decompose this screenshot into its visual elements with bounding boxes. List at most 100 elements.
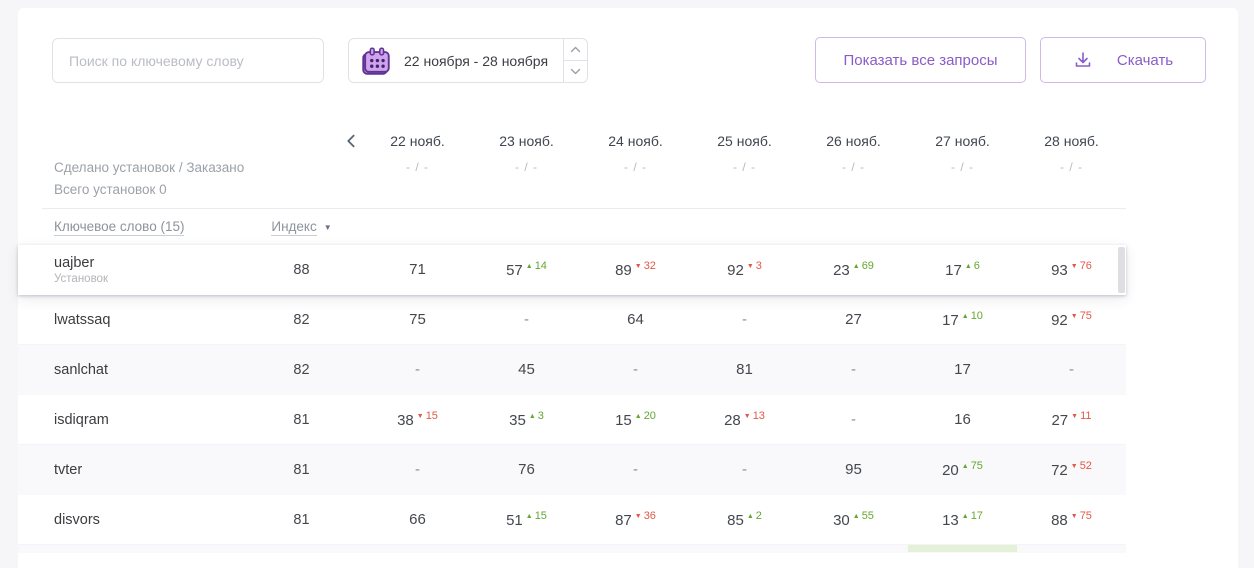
keyword-cell: disvors (18, 512, 240, 528)
index-value: 81 (293, 461, 310, 478)
partial-cell (18, 545, 240, 552)
arrow-down-icon: ▼ (1070, 263, 1078, 270)
value-cell: - (524, 311, 529, 328)
keyword-column-header[interactable]: Ключевое слово (15) (54, 219, 185, 236)
arrow-down-icon: ▼ (746, 263, 754, 270)
value-cell: 57 ▲ 14 (506, 260, 547, 279)
installs-ordered-value-0: - / - (406, 160, 429, 174)
sort-descending-icon: ▼ (323, 223, 332, 232)
date-header-6: 28 нояб. (1044, 133, 1099, 149)
installs-ordered-value-2: - / - (624, 160, 647, 174)
delta-down: ▼ 11 (1071, 410, 1092, 422)
value-cell: 92 ▼ 75 (1051, 310, 1092, 329)
value-cell: 17 ▲ 10 (942, 310, 983, 329)
partial-cell (472, 545, 581, 552)
table-row[interactable]: disvors 81 66 51 ▲ 15 87 ▼ 36 85 ▲ 2 30 ▲ 55 13 ▲ 17 88 ▼ 75 (18, 495, 1126, 545)
value-cell: - (633, 461, 638, 478)
header-divider (42, 208, 1126, 209)
keyword-name: sanlchat (54, 361, 109, 378)
date-header-5: 27 нояб. (935, 133, 990, 149)
value-cell: 64 (627, 311, 644, 328)
arrow-down-icon: ▼ (634, 513, 642, 520)
value-cell: 30 ▲ 55 (833, 510, 874, 529)
arrow-down-icon: ▼ (416, 413, 424, 420)
index-column-header[interactable]: Индекс (271, 219, 317, 236)
value-cell: 17 ▲ 6 (945, 260, 980, 279)
table-row[interactable]: uajber Установок 88 71 57 ▲ 14 89 ▼ 32 92 ▼ 3 23 ▲ 69 17… (18, 245, 1126, 295)
arrow-up-icon: ▲ (961, 513, 969, 520)
scrollbar-thumb[interactable] (1118, 247, 1125, 293)
date-header-4: 26 нояб. (826, 133, 881, 149)
value-cell: - (742, 311, 747, 328)
value-cell: 95 (845, 461, 862, 478)
date-header-0: 22 нояб. (390, 133, 445, 149)
keyword-subtitle: Установок (54, 272, 108, 285)
column-headers-row: Ключевое слово (15) Индекс ▼ (18, 209, 1126, 245)
partial-cell (581, 545, 690, 552)
index-value: 82 (293, 311, 310, 328)
date-header-3: 25 нояб. (717, 133, 772, 149)
show-all-queries-button[interactable]: Показать все запросы (815, 37, 1026, 83)
total-installs-label: Всего установок 0 (54, 181, 167, 197)
keyword-name: uajber (54, 254, 95, 271)
index-value: 81 (293, 511, 310, 528)
delta-down: ▼ 13 (743, 410, 765, 422)
value-cell: - (851, 361, 856, 378)
arrow-up-icon: ▲ (852, 263, 860, 270)
keyword-cell: lwatssaq (18, 312, 240, 328)
arrow-down-icon: ▼ (1071, 413, 1079, 420)
delta-up: ▲ 17 (961, 510, 983, 522)
table-row[interactable]: lwatssaq 82 75 - 64 - 27 17 ▲ 10 92 ▼ 75 (18, 295, 1126, 345)
value-cell: 23 ▲ 69 (833, 260, 874, 279)
arrow-up-icon: ▲ (961, 313, 969, 320)
value-cell: 27 ▼ 11 (1051, 410, 1092, 429)
delta-up: ▲ 55 (852, 510, 874, 522)
keyword-cell: uajber Установок (18, 255, 240, 285)
date-header-2: 24 нояб. (608, 133, 663, 149)
value-cell: 51 ▲ 15 (506, 510, 547, 529)
value-cell: 45 (518, 361, 535, 378)
delta-up: ▲ 69 (852, 260, 874, 272)
delta-up: ▲ 3 (528, 410, 544, 422)
table-row[interactable]: isdiqram 81 38 ▼ 15 35 ▲ 3 15 ▲ 20 28 ▼ 13 - 16 27 ▼ 11 (18, 395, 1126, 445)
delta-down: ▼ 52 (1070, 460, 1092, 472)
partial-cell (1017, 545, 1126, 552)
arrow-up-icon: ▲ (525, 263, 533, 270)
arrow-up-icon: ▲ (961, 463, 969, 470)
delta-up: ▲ 20 (634, 410, 656, 422)
table-row-partial[interactable] (18, 545, 1126, 553)
installs-ordered-value-3: - / - (733, 160, 756, 174)
arrow-up-icon: ▲ (852, 513, 860, 520)
date-header-1: 23 нояб. (499, 133, 554, 149)
prev-period-button[interactable] (344, 133, 363, 149)
keyword-cell: sanlchat (18, 362, 240, 378)
download-button[interactable]: Скачать (1040, 37, 1206, 83)
index-value: 81 (293, 411, 310, 428)
table-row[interactable]: tvter 81 - 76 - - 95 20 ▲ 75 72 ▼ 52 (18, 445, 1126, 495)
date-range-stepper (563, 38, 588, 83)
date-range-label: 22 ноября - 28 ноября (404, 52, 549, 69)
search-input[interactable] (52, 38, 324, 83)
arrow-up-icon: ▲ (525, 513, 533, 520)
index-value: 82 (293, 361, 310, 378)
value-cell: 75 (409, 311, 426, 328)
installs-ordered-value-6: - / - (1060, 160, 1083, 174)
installs-ordered-value-5: - / - (951, 160, 974, 174)
value-cell: 92 ▼ 3 (727, 260, 762, 279)
step-up-button[interactable] (563, 38, 588, 60)
date-range-picker[interactable]: 22 ноября - 28 ноября (348, 38, 564, 83)
value-cell: 88 ▼ 75 (1051, 510, 1092, 529)
arrow-up-icon: ▲ (634, 413, 642, 420)
delta-up: ▲ 2 (746, 510, 762, 522)
partial-cell (363, 545, 472, 552)
value-cell: 85 ▲ 2 (727, 510, 762, 529)
keyword-name: tvter (54, 461, 83, 478)
delta-up: ▲ 15 (525, 510, 547, 522)
value-cell: 81 (736, 361, 753, 378)
keyword-name: disvors (54, 511, 100, 528)
installs-ordered-value-1: - / - (515, 160, 538, 174)
delta-down: ▼ 36 (634, 510, 656, 522)
table-row[interactable]: sanlchat 82 - 45 - 81 - 17 - (18, 345, 1126, 395)
step-down-button[interactable] (563, 60, 588, 83)
arrow-down-icon: ▼ (743, 413, 751, 420)
